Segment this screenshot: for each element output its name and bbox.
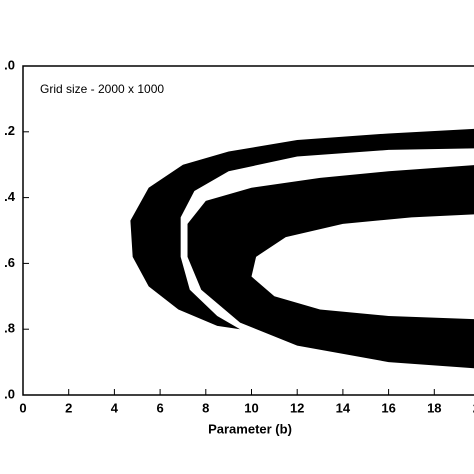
y-tick-label: .0	[4, 386, 15, 401]
y-tick-label: .8	[4, 321, 15, 336]
x-tick-label: 20	[473, 400, 474, 415]
x-axis-label: Parameter (b)	[208, 421, 292, 436]
x-tick-label: 16	[381, 400, 395, 415]
annotation: Grid size - 2000 x 1000	[40, 82, 164, 96]
x-tick-label: 8	[202, 400, 209, 415]
region	[130, 128, 474, 330]
y-tick-label: .0	[4, 57, 15, 72]
region	[187, 165, 474, 369]
x-tick-label: 6	[156, 400, 163, 415]
x-tick-label: 4	[111, 400, 119, 415]
x-tick-label: 18	[427, 400, 441, 415]
x-tick-label: 14	[336, 400, 351, 415]
x-tick-label: 12	[290, 400, 304, 415]
y-tick-label: .2	[4, 123, 15, 138]
x-tick-label: 10	[244, 400, 258, 415]
y-tick-label: .4	[4, 189, 16, 204]
x-tick-label: 0	[19, 400, 26, 415]
x-tick-label: 2	[65, 400, 72, 415]
y-tick-label: .6	[4, 255, 15, 270]
